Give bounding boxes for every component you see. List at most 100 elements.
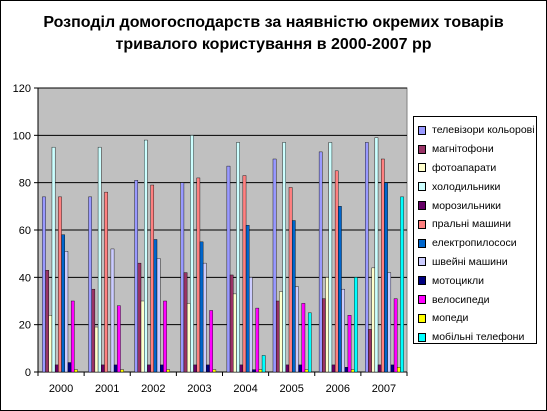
bar — [252, 369, 256, 373]
legend-swatch — [418, 163, 426, 173]
bar — [150, 184, 155, 373]
legend-item: пральні машини — [418, 215, 536, 234]
bar — [196, 177, 201, 373]
legend-swatch — [418, 219, 426, 229]
bar — [113, 364, 118, 373]
bar — [298, 364, 302, 373]
bar — [163, 300, 167, 373]
chart-title-line-2: тривалого користування в 2000-2007 рр — [115, 36, 432, 53]
y-tick-label: 80 — [19, 178, 31, 190]
bar — [365, 142, 369, 373]
legend-item: швейні машини — [418, 253, 536, 272]
bar — [331, 364, 336, 373]
legend-swatch — [418, 182, 426, 192]
bar — [304, 369, 309, 373]
bar — [341, 288, 345, 373]
legend-swatch — [418, 125, 426, 135]
x-tick-label: 2003 — [187, 383, 211, 395]
bar — [275, 300, 280, 373]
legend-item: морозильники — [418, 196, 536, 215]
y-tick-label: 60 — [19, 225, 31, 237]
bar — [371, 267, 376, 373]
x-tick-label: 2000 — [49, 383, 73, 395]
bar — [390, 364, 395, 373]
bar — [393, 298, 398, 373]
legend-swatch — [418, 144, 426, 154]
bar — [104, 191, 108, 373]
bar — [156, 258, 161, 373]
bar — [233, 293, 237, 373]
legend-item: мопеди — [418, 309, 536, 328]
legend-item: фотоапарати — [418, 159, 536, 178]
bar — [338, 206, 342, 373]
bar — [42, 196, 46, 373]
bar — [140, 300, 145, 373]
x-tick-label: 2005 — [279, 383, 303, 395]
bar — [137, 262, 142, 373]
x-tick-label: 2001 — [95, 383, 119, 395]
bar — [318, 151, 323, 373]
y-tick-label: 40 — [19, 272, 31, 284]
bar — [226, 165, 231, 373]
bar — [160, 364, 164, 373]
legend-label: електропилососи — [432, 237, 517, 250]
bar — [400, 196, 404, 373]
bar — [350, 369, 355, 373]
legend-label: велосипеди — [432, 293, 490, 306]
bar — [288, 187, 293, 373]
bar — [206, 364, 210, 373]
legend-label: телевізори кольорові — [432, 124, 535, 137]
legend-item: мотоцикли — [418, 271, 536, 290]
bar — [279, 291, 283, 373]
bar — [272, 158, 277, 373]
legend-item: магнітофони — [418, 140, 536, 159]
legend-label: фотоапарати — [432, 161, 497, 174]
y-tick-label: 100 — [13, 130, 31, 142]
bar — [74, 369, 78, 373]
bar — [325, 277, 329, 373]
chart-title: Розподіл домогосподарств за наявністю ок… — [0, 12, 547, 56]
bar — [354, 277, 358, 373]
bar — [58, 196, 62, 373]
legend-swatch — [418, 257, 426, 267]
legend-label: мотоцикли — [432, 274, 484, 287]
bar — [249, 277, 253, 373]
bar — [261, 355, 266, 373]
bar — [255, 307, 260, 373]
legend-item: телевізори кольорові — [418, 121, 536, 140]
bar — [183, 272, 188, 373]
chart-title-line-1: Розподіл домогосподарств за наявністю ок… — [43, 14, 504, 31]
bar — [212, 369, 217, 373]
bar — [328, 142, 333, 373]
bar — [295, 286, 299, 373]
bar — [64, 251, 69, 373]
bar — [285, 364, 290, 373]
bar — [202, 262, 207, 373]
bar — [186, 303, 191, 373]
legend-label: холодильники — [432, 180, 501, 193]
bar — [344, 367, 349, 373]
legend-swatch — [418, 332, 426, 342]
legend-label: пральні машини — [432, 218, 512, 231]
bar — [377, 364, 382, 373]
bar — [291, 220, 296, 373]
bar — [307, 312, 312, 373]
bar — [301, 303, 306, 373]
legend-label: швейні машини — [432, 255, 508, 268]
bar — [147, 364, 151, 373]
chart-legend: телевізори кольорові магнітофони фотоапара… — [413, 116, 537, 344]
legend-item: велосипеди — [418, 290, 536, 309]
bar — [110, 248, 115, 373]
bar — [381, 158, 385, 373]
legend-swatch — [418, 276, 426, 286]
x-tick-label: 2007 — [372, 383, 396, 395]
bar — [48, 315, 53, 373]
bar — [239, 364, 244, 373]
bar — [387, 272, 392, 373]
x-tick-label: 2002 — [141, 383, 165, 395]
bar — [322, 298, 326, 373]
bar — [97, 146, 102, 373]
bar — [94, 326, 99, 373]
y-tick-label: 20 — [19, 320, 31, 332]
bar — [91, 288, 96, 373]
